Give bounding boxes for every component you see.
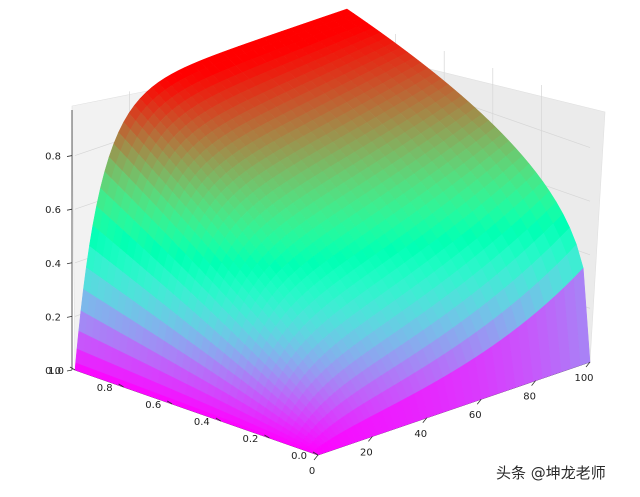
x-tick-mark xyxy=(422,417,428,424)
x-tick-label: 40 xyxy=(414,429,427,440)
x-tick-mark xyxy=(531,380,536,386)
tick-labels: 0204060801000.00.20.40.60.81.00.00.20.40… xyxy=(45,152,593,477)
y-tick-mark xyxy=(264,434,270,439)
y-tick-label: 0.6 xyxy=(145,400,161,411)
y-tick-mark xyxy=(215,417,222,422)
y-tick-label: 0.4 xyxy=(194,417,210,428)
y-tick-mark xyxy=(69,366,76,371)
x-tick-label: 20 xyxy=(360,447,373,458)
z-tick-label: 0.0 xyxy=(45,366,61,377)
y-tick-mark xyxy=(118,383,124,388)
x-tick-mark xyxy=(368,436,373,442)
x-tick-label: 60 xyxy=(469,410,482,421)
x-tick-label: 80 xyxy=(523,392,536,403)
x-tick-mark xyxy=(313,454,319,461)
z-tick-label: 0.4 xyxy=(45,259,61,270)
y-tick-label: 1.0 xyxy=(48,366,64,377)
z-tick-mark xyxy=(66,369,73,372)
z-tick-mark xyxy=(66,315,73,318)
z-tick-mark xyxy=(66,155,73,157)
x-tick-label: 0 xyxy=(309,466,315,477)
z-tick-mark xyxy=(66,262,73,265)
x-tick-mark xyxy=(476,398,482,405)
y-tick-label: 0.0 xyxy=(291,451,307,462)
z-tick-label: 0.6 xyxy=(45,205,61,216)
z-tick-label: 0.2 xyxy=(45,312,61,323)
surface-mesh xyxy=(74,8,591,456)
y-tick-mark xyxy=(166,400,173,405)
y-tick-mark xyxy=(312,451,319,456)
x-tick-label: 100 xyxy=(574,373,593,384)
y-tick-label: 0.2 xyxy=(242,434,258,445)
z-tick-label: 0.8 xyxy=(45,152,61,163)
x-tick-mark xyxy=(585,361,591,368)
y-tick-label: 0.8 xyxy=(97,383,113,394)
watermark-text: 头条 @坤龙老师 xyxy=(496,464,606,482)
z-tick-mark xyxy=(66,208,73,211)
